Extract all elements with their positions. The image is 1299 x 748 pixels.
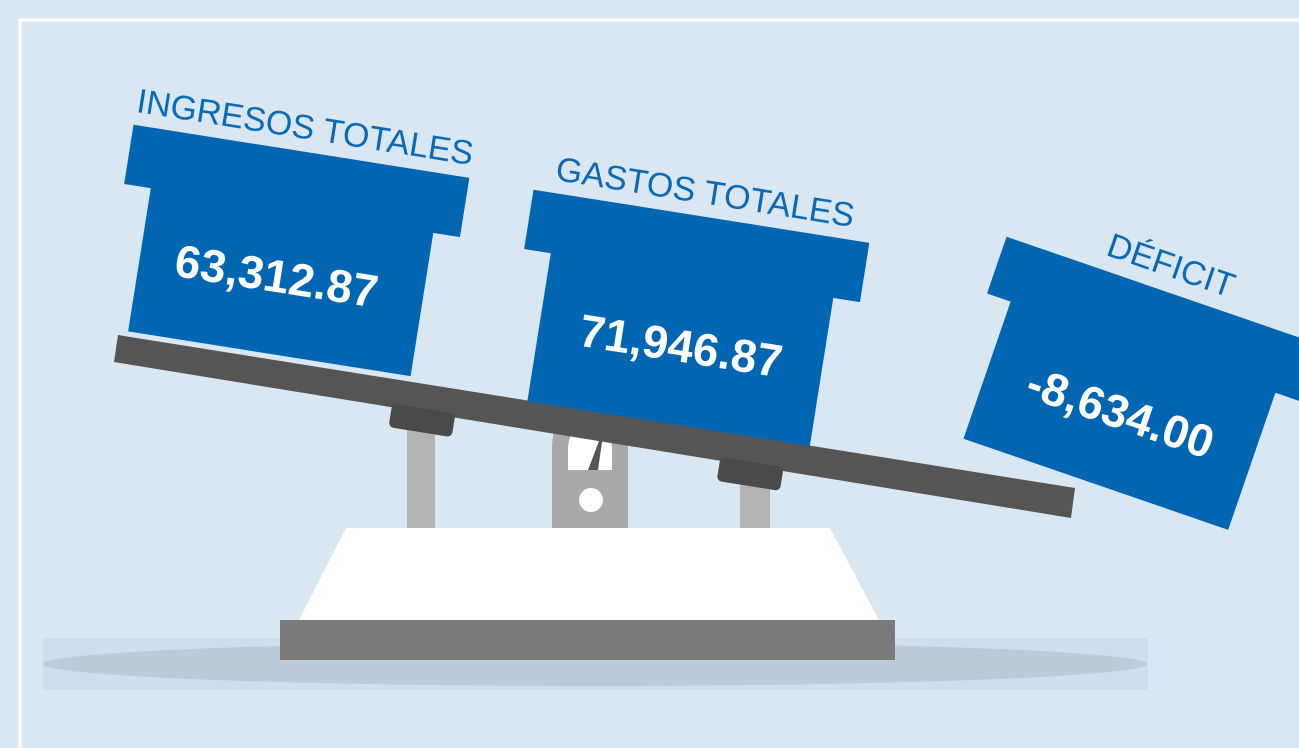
scale-foot: [280, 620, 895, 660]
gauge-knob: [579, 488, 603, 512]
scale-base: [298, 528, 880, 622]
post: [407, 420, 435, 530]
page: INGRESOS TOTALES 63,312.87 GASTOS TOTALE…: [0, 0, 1299, 748]
infographic: INGRESOS TOTALES 63,312.87 GASTOS TOTALE…: [0, 0, 1299, 748]
